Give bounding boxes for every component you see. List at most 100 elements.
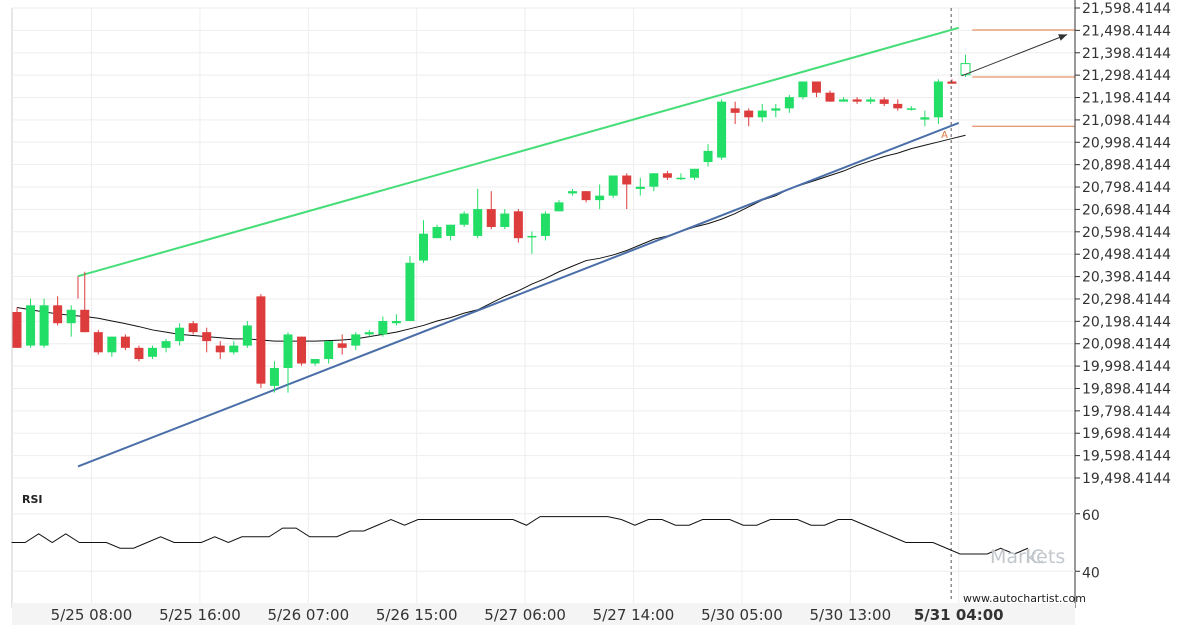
y-tick-label: 19,598.4144 xyxy=(1082,449,1171,465)
y-tick-label: 20,198.4144 xyxy=(1082,314,1171,330)
rsi-panel: RSI 60 40 xyxy=(11,493,1100,581)
x-tick-label: 5/25 08:00 xyxy=(51,606,133,624)
x-tick-label: 5/27 14:00 xyxy=(593,606,675,624)
candle-body xyxy=(635,186,645,189)
candle-body xyxy=(744,110,754,118)
y-tick-label: 21,298.4144 xyxy=(1082,68,1171,84)
forecast-arrow xyxy=(961,34,1068,77)
x-axis-band xyxy=(12,603,1075,625)
candle-body xyxy=(283,334,293,368)
candle-body xyxy=(771,108,781,111)
x-tick-label: 5/31 04:00 xyxy=(914,606,1004,624)
candle-body xyxy=(622,175,632,185)
level-lines xyxy=(972,29,1075,127)
y-tick-label: 19,798.4144 xyxy=(1082,404,1171,420)
candle-body xyxy=(188,323,198,333)
candle-body xyxy=(527,235,537,238)
candle-body xyxy=(852,99,862,102)
candle-body xyxy=(703,150,713,163)
candle-body xyxy=(500,213,510,227)
y-tick-label: 19,498.4144 xyxy=(1082,471,1171,487)
candle-body xyxy=(310,359,320,364)
watermark-markets: Markets xyxy=(990,546,1065,568)
candle-body xyxy=(676,177,686,180)
x-axis: 5/25 08:00 5/25 16:00 5/26 07:00 5/26 15:00… xyxy=(12,603,1075,625)
candle-body xyxy=(825,92,835,102)
x-tick-label: 5/25 16:00 xyxy=(159,606,241,624)
candle-body xyxy=(595,195,605,201)
source-label: www.autochartist.com xyxy=(963,592,1086,605)
y-tick-label: 20,598.4144 xyxy=(1082,225,1171,241)
rsi-line xyxy=(11,516,1029,555)
candle-body xyxy=(39,305,49,346)
candle-body xyxy=(608,175,618,196)
candle-body xyxy=(581,191,591,201)
lower-channel-line xyxy=(77,121,960,468)
candle-body xyxy=(866,99,876,102)
y-tick-label: 21,498.4144 xyxy=(1082,23,1171,39)
candle-body xyxy=(947,81,957,84)
candle-body xyxy=(933,81,943,118)
candle-body xyxy=(229,345,239,353)
candle-body xyxy=(513,211,523,239)
x-tick-label: 5/27 06:00 xyxy=(484,606,566,624)
y-tick-label: 19,998.4144 xyxy=(1082,359,1171,375)
candle-body xyxy=(242,325,252,346)
channel-lines xyxy=(77,26,960,468)
candle-body xyxy=(364,332,374,335)
candle-body xyxy=(256,296,266,384)
candle-body xyxy=(405,262,415,321)
candle-body xyxy=(53,305,63,324)
y-tick-label: 21,198.4144 xyxy=(1082,91,1171,107)
y-tick-label: 20,098.4144 xyxy=(1082,337,1171,353)
x-tick-label: 5/30 05:00 xyxy=(701,606,783,624)
y-tick-label: 19,698.4144 xyxy=(1082,426,1171,442)
candle-body xyxy=(419,233,428,261)
candle-body xyxy=(148,347,157,357)
candle-body xyxy=(893,103,903,109)
candle-body xyxy=(649,173,659,187)
y-tick-label: 19,898.4144 xyxy=(1082,381,1171,397)
y-tick-label: 20,898.4144 xyxy=(1082,158,1171,174)
candle-body xyxy=(717,101,727,158)
rsi-tick-label: 40 xyxy=(1082,565,1100,581)
upper-channel-line xyxy=(77,26,959,278)
candle-body xyxy=(175,327,185,342)
candle-body xyxy=(215,345,225,353)
candle-body xyxy=(107,336,117,353)
candle-body xyxy=(662,173,672,178)
candle-body xyxy=(811,81,821,93)
watermark-ic: IC xyxy=(1025,546,1044,568)
watermark: IC Markets www.autochartist.com xyxy=(963,546,1086,605)
y-tick-label: 20,298.4144 xyxy=(1082,292,1171,308)
candle-body xyxy=(568,191,578,194)
candle-body xyxy=(351,334,361,346)
candle-body xyxy=(730,108,740,113)
candle-body xyxy=(120,336,130,348)
candle-body xyxy=(879,99,889,104)
y-tick-label: 20,798.4144 xyxy=(1082,180,1171,196)
candle-body xyxy=(161,341,171,348)
y-tick-label: 20,398.4144 xyxy=(1082,270,1171,286)
y-tick-label: 21,098.4144 xyxy=(1082,113,1171,129)
candle-body xyxy=(459,213,469,225)
candle-body xyxy=(839,99,849,102)
pattern-point-label: A xyxy=(941,130,948,141)
candle-body xyxy=(134,347,144,360)
candle-body xyxy=(80,309,90,333)
x-tick-label: 5/26 15:00 xyxy=(376,606,458,624)
candle-body xyxy=(391,320,401,324)
candle-body xyxy=(784,97,794,109)
x-tick-label: 5/30 13:00 xyxy=(809,606,891,624)
candle-body xyxy=(690,168,699,178)
candle-body xyxy=(473,209,483,236)
candle-body xyxy=(540,213,550,236)
rsi-tick-label: 60 xyxy=(1082,508,1100,524)
forecast-arrow-line xyxy=(961,34,1068,77)
x-tick-label: 5/26 07:00 xyxy=(267,606,349,624)
candle-body xyxy=(66,309,76,324)
candle-body xyxy=(446,224,456,236)
candle-body xyxy=(297,336,307,364)
candle-body xyxy=(337,343,347,348)
